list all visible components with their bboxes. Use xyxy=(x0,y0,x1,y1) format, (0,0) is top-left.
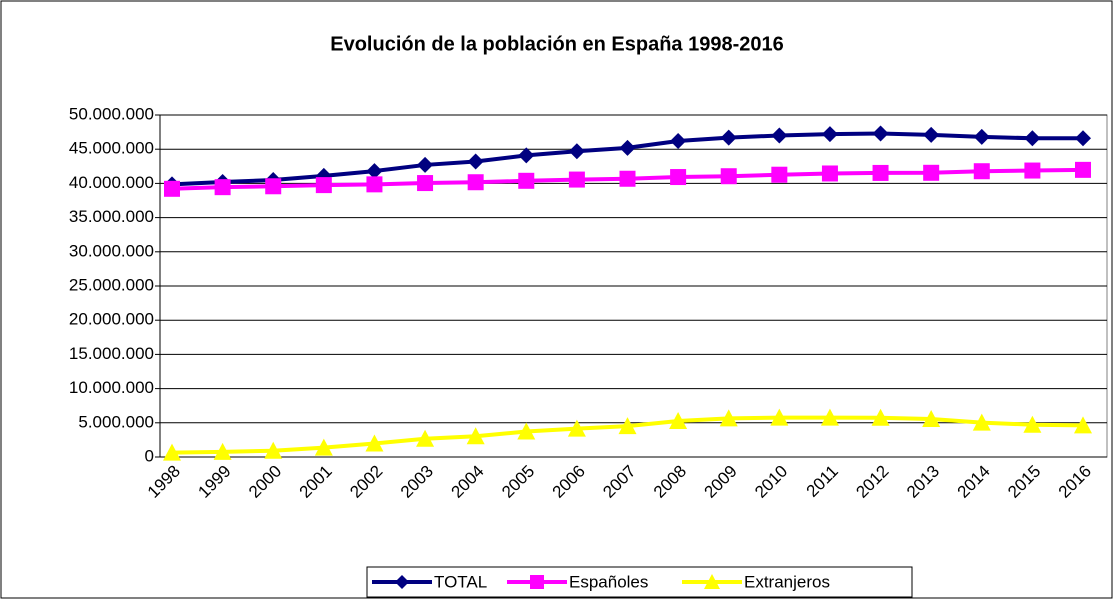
marker xyxy=(395,575,409,589)
marker xyxy=(466,427,485,445)
y-tick-label: 20.000.000 xyxy=(69,310,154,329)
marker xyxy=(530,575,544,589)
legend-label: TOTAL xyxy=(434,572,487,591)
marker xyxy=(366,163,383,180)
marker xyxy=(315,177,332,194)
legend-label: Extranjeros xyxy=(744,572,830,591)
marker xyxy=(265,178,282,195)
marker xyxy=(518,172,535,189)
marker xyxy=(164,180,180,197)
marker xyxy=(366,176,383,193)
marker xyxy=(973,128,990,145)
marker xyxy=(467,153,484,170)
y-tick-label: 45.000.000 xyxy=(69,139,154,158)
marker xyxy=(1024,162,1041,179)
marker xyxy=(619,170,636,187)
legend-label: Españoles xyxy=(569,572,648,591)
marker xyxy=(467,174,484,191)
marker xyxy=(720,168,737,185)
y-tick-label: 25.000.000 xyxy=(69,275,154,294)
marker xyxy=(669,411,688,429)
marker xyxy=(1074,416,1092,434)
marker xyxy=(821,165,838,182)
marker xyxy=(1075,161,1091,178)
marker xyxy=(719,409,738,427)
marker xyxy=(820,408,839,426)
marker xyxy=(771,166,788,183)
marker xyxy=(770,408,789,426)
marker xyxy=(568,171,585,188)
legend: TOTAL Españoles Extranjeros xyxy=(366,566,913,598)
marker xyxy=(972,413,991,431)
marker xyxy=(417,175,434,192)
marker xyxy=(416,429,435,447)
marker xyxy=(568,143,585,160)
y-tick-label: 35.000.000 xyxy=(69,207,154,226)
marker xyxy=(163,443,181,461)
marker xyxy=(1075,130,1091,147)
marker xyxy=(922,410,941,428)
marker xyxy=(619,139,636,156)
marker xyxy=(1023,415,1042,433)
marker xyxy=(314,438,333,456)
marker xyxy=(704,574,720,589)
marker xyxy=(517,422,536,440)
marker xyxy=(872,164,889,181)
marker xyxy=(973,163,990,180)
marker xyxy=(670,132,687,149)
marker xyxy=(923,164,940,181)
y-tick-label: 15.000.000 xyxy=(69,344,154,363)
marker xyxy=(871,408,890,426)
marker xyxy=(567,419,586,437)
marker xyxy=(618,417,637,435)
legend-box xyxy=(366,566,913,598)
y-tick-label: 40.000.000 xyxy=(69,173,154,192)
y-tick-label: 30.000.000 xyxy=(69,241,154,260)
marker xyxy=(872,125,889,142)
marker xyxy=(518,147,535,164)
marker xyxy=(417,156,434,173)
y-tick-label: 50.000.000 xyxy=(69,104,154,123)
y-tick-label: 10.000.000 xyxy=(69,378,154,397)
chart-title: Evolución de la población en España 1998… xyxy=(330,33,784,55)
marker xyxy=(264,441,283,459)
marker xyxy=(365,434,384,452)
y-tick-label: 5.000.000 xyxy=(78,412,154,431)
marker xyxy=(1024,130,1041,147)
marker xyxy=(214,179,231,196)
marker xyxy=(670,169,687,186)
marker xyxy=(923,126,940,143)
marker xyxy=(213,442,232,460)
marker xyxy=(821,126,838,143)
marker xyxy=(720,129,737,146)
marker xyxy=(771,127,788,144)
y-tick-label: 0 xyxy=(145,446,154,465)
